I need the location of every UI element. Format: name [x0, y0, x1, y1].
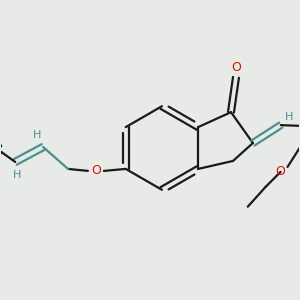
Text: O: O: [231, 61, 241, 74]
Text: H: H: [33, 130, 41, 140]
Text: H: H: [13, 170, 21, 180]
Text: O: O: [276, 165, 286, 178]
Text: H: H: [284, 112, 293, 122]
Text: O: O: [91, 164, 101, 177]
